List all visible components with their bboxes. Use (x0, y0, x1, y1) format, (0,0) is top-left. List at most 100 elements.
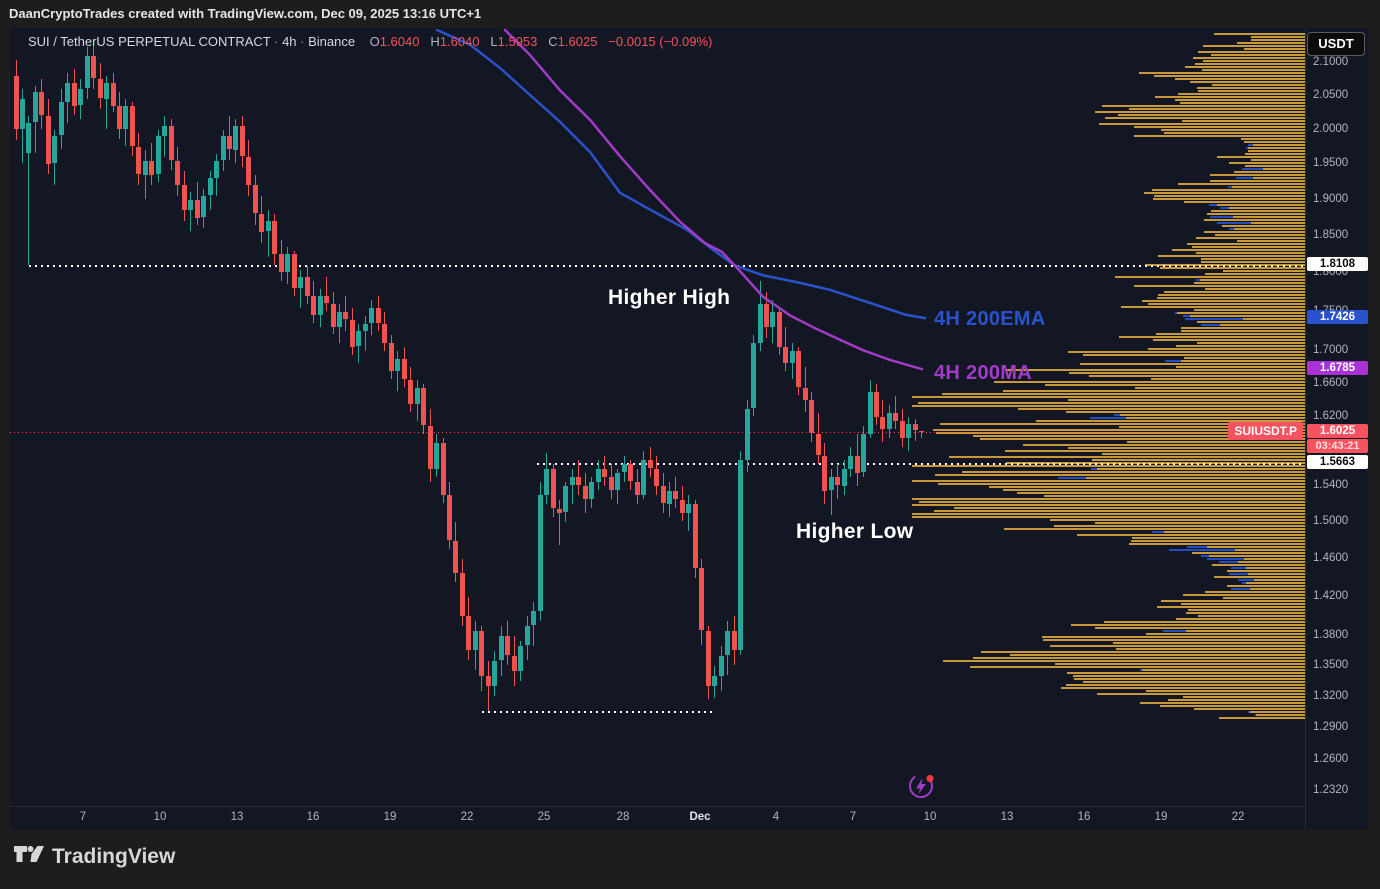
candle-body (861, 434, 866, 472)
candle-body (14, 76, 19, 129)
candle-body (648, 460, 653, 468)
candle-body (725, 631, 730, 655)
open-label: O (369, 34, 380, 49)
candle-body (415, 388, 420, 404)
profile-row-orange (1203, 60, 1305, 62)
profile-row-orange (1245, 165, 1305, 167)
lightning-boost-icon[interactable] (906, 771, 936, 806)
dotted-level-line[interactable] (537, 463, 1305, 465)
profile-row-orange (1146, 690, 1305, 692)
profile-row-orange (1095, 627, 1305, 629)
candle-body (492, 661, 497, 686)
profile-row-orange (1083, 681, 1305, 683)
candle-body (395, 359, 400, 371)
profile-row-orange (962, 471, 1305, 473)
profile-row-orange (1205, 288, 1305, 290)
profile-row-orange (1050, 519, 1305, 521)
candle-body (227, 136, 232, 149)
profile-row-orange (1157, 606, 1305, 608)
time-axis-label: 10 (153, 811, 167, 823)
high-label: H (430, 34, 440, 49)
profile-row-orange (1194, 708, 1305, 710)
profile-row-orange (1054, 525, 1305, 527)
profile-row-orange (1201, 258, 1305, 260)
profile-row-orange (1061, 687, 1305, 689)
profile-row-orange (1244, 48, 1305, 50)
price-tag: 1.6025 (1307, 424, 1368, 438)
profile-row-orange (1129, 108, 1305, 110)
candle-body (809, 400, 814, 433)
price-axis-label: 1.2900 (1313, 721, 1349, 733)
profile-row-orange (1181, 603, 1305, 605)
candle-wick (831, 469, 832, 515)
candle-body (52, 136, 57, 163)
candle-body (654, 469, 659, 486)
currency-toggle-button[interactable]: USDT (1307, 32, 1365, 56)
candle-body (699, 568, 704, 630)
profile-row-orange (1005, 450, 1305, 452)
symbol-legend[interactable]: SUI / TetherUS PERPETUAL CONTRACT · 4h ·… (28, 34, 713, 49)
profile-row-orange (1083, 354, 1305, 356)
profile-row-orange (912, 396, 1305, 398)
chart-pane[interactable]: SUI / TetherUS PERPETUAL CONTRACT · 4h ·… (10, 28, 1305, 806)
candle-body (78, 89, 83, 105)
profile-row-orange (912, 480, 1305, 482)
tradingview-logo-icon (14, 843, 44, 871)
price-axis[interactable]: 2.1000 2.0500 2.0000 1.9500 1.9000 1.8500 1.80… (1305, 28, 1368, 829)
profile-row-orange (1055, 663, 1305, 665)
profile-row-orange (1217, 156, 1305, 158)
profile-row-orange (1203, 45, 1305, 47)
profile-row-orange (1246, 567, 1305, 569)
dotted-level-line[interactable] (482, 711, 713, 713)
profile-row-orange (919, 501, 1305, 503)
profile-row-orange (1223, 597, 1305, 599)
profile-row-orange (1244, 141, 1305, 143)
profile-row-orange (1211, 210, 1305, 212)
profile-row-orange (1153, 198, 1305, 200)
profile-row-orange (980, 438, 1305, 440)
candle-body (221, 136, 226, 160)
time-axis-label: 4 (772, 811, 780, 823)
candle-body (376, 308, 381, 323)
exchange-label[interactable]: Binance (308, 34, 356, 49)
candle-body (91, 56, 96, 78)
profile-row-orange (1068, 447, 1305, 449)
current-price-line (10, 432, 1305, 433)
profile-row-orange (954, 507, 1305, 509)
candle-body (758, 304, 763, 343)
interval-label[interactable]: 4h (282, 34, 297, 49)
candle-body (195, 200, 200, 218)
dotted-level-line[interactable] (29, 265, 1305, 267)
profile-row-orange (1202, 69, 1305, 71)
profile-row-orange (1156, 333, 1305, 335)
candle-body (156, 136, 161, 174)
candle-body (589, 482, 594, 499)
time-axis[interactable]: 7 10 13 16 19 22 25 28 Dec 4 7 10 13 16 19 22 (10, 806, 1368, 829)
profile-row-orange (1229, 162, 1305, 164)
price-axis-label: 1.2320 (1313, 784, 1349, 796)
candle-body (39, 92, 44, 115)
candle-body (602, 469, 607, 477)
time-axis-label: 7 (79, 811, 87, 823)
candle-body (136, 147, 141, 174)
profile-row-orange (1246, 582, 1305, 584)
profile-row-orange (1253, 144, 1305, 146)
symbol-name[interactable]: SUI / TetherUS PERPETUAL CONTRACT (28, 34, 271, 49)
profile-row-orange (1154, 195, 1305, 197)
candle-body (85, 56, 90, 88)
candle-body (466, 616, 471, 650)
candle-body (544, 469, 549, 495)
candle-body (331, 304, 336, 327)
profile-row-orange (1227, 570, 1305, 572)
price-axis-label: 1.7000 (1313, 344, 1349, 356)
profile-row-orange (1176, 345, 1305, 347)
profile-row-orange (1233, 216, 1305, 218)
candle-body (408, 380, 413, 404)
profile-row-orange (1175, 78, 1305, 80)
candle-body (441, 443, 446, 495)
tradingview-logo[interactable]: TradingView (14, 843, 175, 871)
low-label: L (490, 34, 498, 49)
profile-row-orange (1175, 99, 1305, 101)
candle-body (505, 636, 510, 655)
profile-row-orange (1176, 366, 1305, 368)
